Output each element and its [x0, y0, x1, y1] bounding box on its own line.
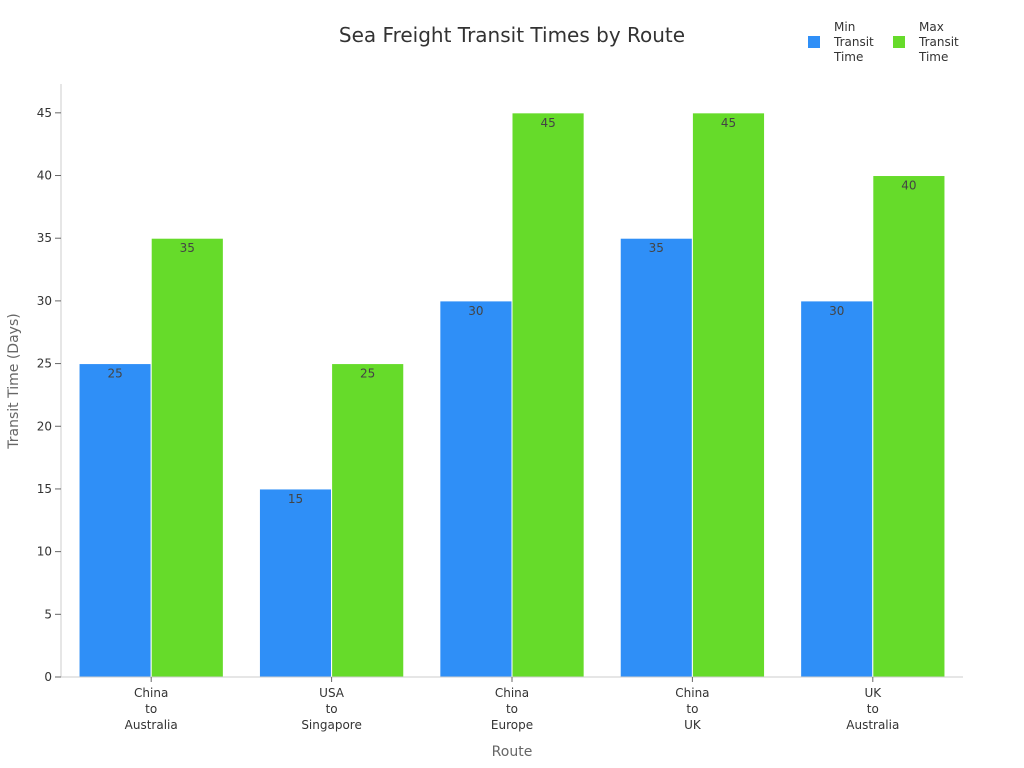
x-tick-label: China	[675, 686, 709, 700]
chart-title: Sea Freight Transit Times by Route	[339, 23, 685, 47]
bar-min-3	[619, 237, 693, 678]
x-tick-label: to	[686, 702, 698, 716]
y-tick-label: 10	[37, 545, 52, 559]
y-tick-label: 45	[37, 106, 52, 120]
x-tick-label: Australia	[846, 718, 899, 732]
x-tick-label: UK	[864, 686, 882, 700]
x-tick-label: to	[326, 702, 338, 716]
bar-value-label: 30	[829, 304, 844, 318]
x-tick-label: Europe	[491, 718, 533, 732]
y-tick-label: 25	[37, 357, 52, 371]
bar-max-0	[150, 237, 224, 678]
bars	[78, 112, 946, 678]
y-tick-label: 30	[37, 294, 52, 308]
y-tick-label: 5	[44, 607, 52, 621]
x-tick-label: Australia	[125, 718, 178, 732]
bar-max-2	[511, 112, 585, 678]
bar-value-label: 40	[901, 179, 916, 193]
bar-value-label: 35	[649, 241, 664, 255]
x-tick-label: USA	[319, 686, 345, 700]
x-tick-label: UK	[684, 718, 702, 732]
x-tick-label: to	[867, 702, 879, 716]
legend-label: Time	[918, 50, 948, 64]
y-tick-label: 0	[44, 670, 52, 684]
bar-max-3	[691, 112, 766, 678]
bar-value-label: 25	[107, 367, 122, 381]
bar-value-label: 30	[468, 304, 483, 318]
legend-swatch-min	[808, 36, 820, 48]
legend-label: Max	[919, 20, 944, 34]
bar-max-4	[872, 175, 946, 678]
bar-value-label: 25	[360, 367, 375, 381]
legend-label: Transit	[833, 35, 874, 49]
bar-min-0	[78, 363, 152, 678]
y-tick-label: 20	[37, 419, 52, 433]
legend-label: Transit	[918, 35, 959, 49]
bar-value-label: 15	[288, 492, 303, 506]
bar-value-label: 45	[721, 116, 736, 130]
y-tick-label: 35	[37, 231, 52, 245]
bar-min-4	[800, 300, 874, 678]
y-ticks: 0 5 10 15 20 25 30 35 40 45	[37, 106, 61, 684]
y-tick-label: 40	[37, 169, 52, 183]
x-tick-label: to	[506, 702, 518, 716]
x-axis-label: Route	[492, 744, 533, 760]
x-ticks: China to Australia USA to Singapore China to Eur…	[125, 677, 899, 732]
bar-value-label: 35	[180, 241, 195, 255]
x-tick-label: to	[145, 702, 157, 716]
bar-max-1	[331, 363, 405, 678]
x-tick-label: China	[134, 686, 168, 700]
bar-value-label: 45	[540, 116, 555, 130]
bar-labels: 25 35 15 25 30 45 35 45 30 40	[107, 116, 916, 506]
x-tick-label: China	[495, 686, 529, 700]
y-axis-label: Transit Time (Days)	[6, 313, 22, 449]
bar-min-1	[258, 488, 333, 678]
legend-label: Min	[834, 20, 855, 34]
bar-min-2	[439, 300, 513, 678]
legend-swatch-max	[893, 36, 905, 48]
x-tick-label: Singapore	[301, 718, 362, 732]
y-tick-label: 15	[37, 482, 52, 496]
legend-label: Time	[833, 50, 863, 64]
